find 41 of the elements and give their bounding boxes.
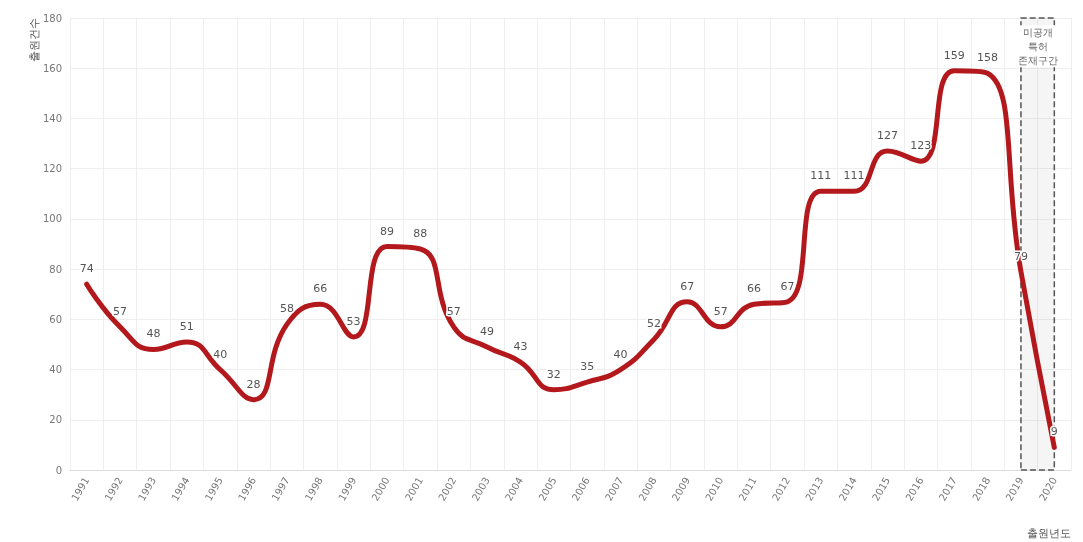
y-tick-label: 100 [42,213,62,225]
y-tick-label: 60 [49,313,62,325]
data-label: 158 [977,51,999,65]
data-label: 49 [480,324,495,338]
data-label: 58 [279,302,294,316]
data-label: 66 [313,282,328,296]
y-tick-label: 120 [42,163,62,175]
data-label: 66 [747,282,762,296]
y-tick-label: 0 [55,464,62,476]
data-label: 67 [780,279,795,293]
y-tick-label: 40 [49,364,62,376]
y-tick-label: 180 [42,12,62,24]
data-label: 127 [876,129,898,143]
y-tick-label: 140 [42,112,62,124]
data-label: 28 [246,377,261,391]
data-label: 74 [79,262,94,276]
data-label: 89 [379,224,394,238]
data-label: 53 [346,314,361,328]
y-tick-label: 20 [49,414,62,426]
band-label: 미공개 특허 존재구간 [1017,26,1058,66]
data-label: 32 [546,367,561,381]
y-axis-title: 출원건수 [28,18,41,62]
y-tick-label: 160 [42,62,62,74]
data-label: 52 [646,317,661,331]
data-label: 48 [146,327,161,341]
data-label: 88 [413,227,428,241]
data-label: 40 [213,347,228,361]
data-label: 43 [513,340,528,354]
data-label: 40 [613,347,628,361]
data-label: 9 [1050,425,1058,439]
data-label: 67 [680,279,695,293]
data-label: 35 [580,360,595,374]
data-label: 111 [843,169,865,183]
data-label: 51 [179,319,194,333]
data-label: 57 [113,304,128,318]
y-tick-label: 80 [49,263,62,275]
data-label: 159 [943,48,965,62]
x-axis-title: 출원년도 [1027,527,1071,540]
data-label: 111 [810,169,832,183]
data-label: 57 [713,304,728,318]
data-label: 123 [910,139,932,153]
